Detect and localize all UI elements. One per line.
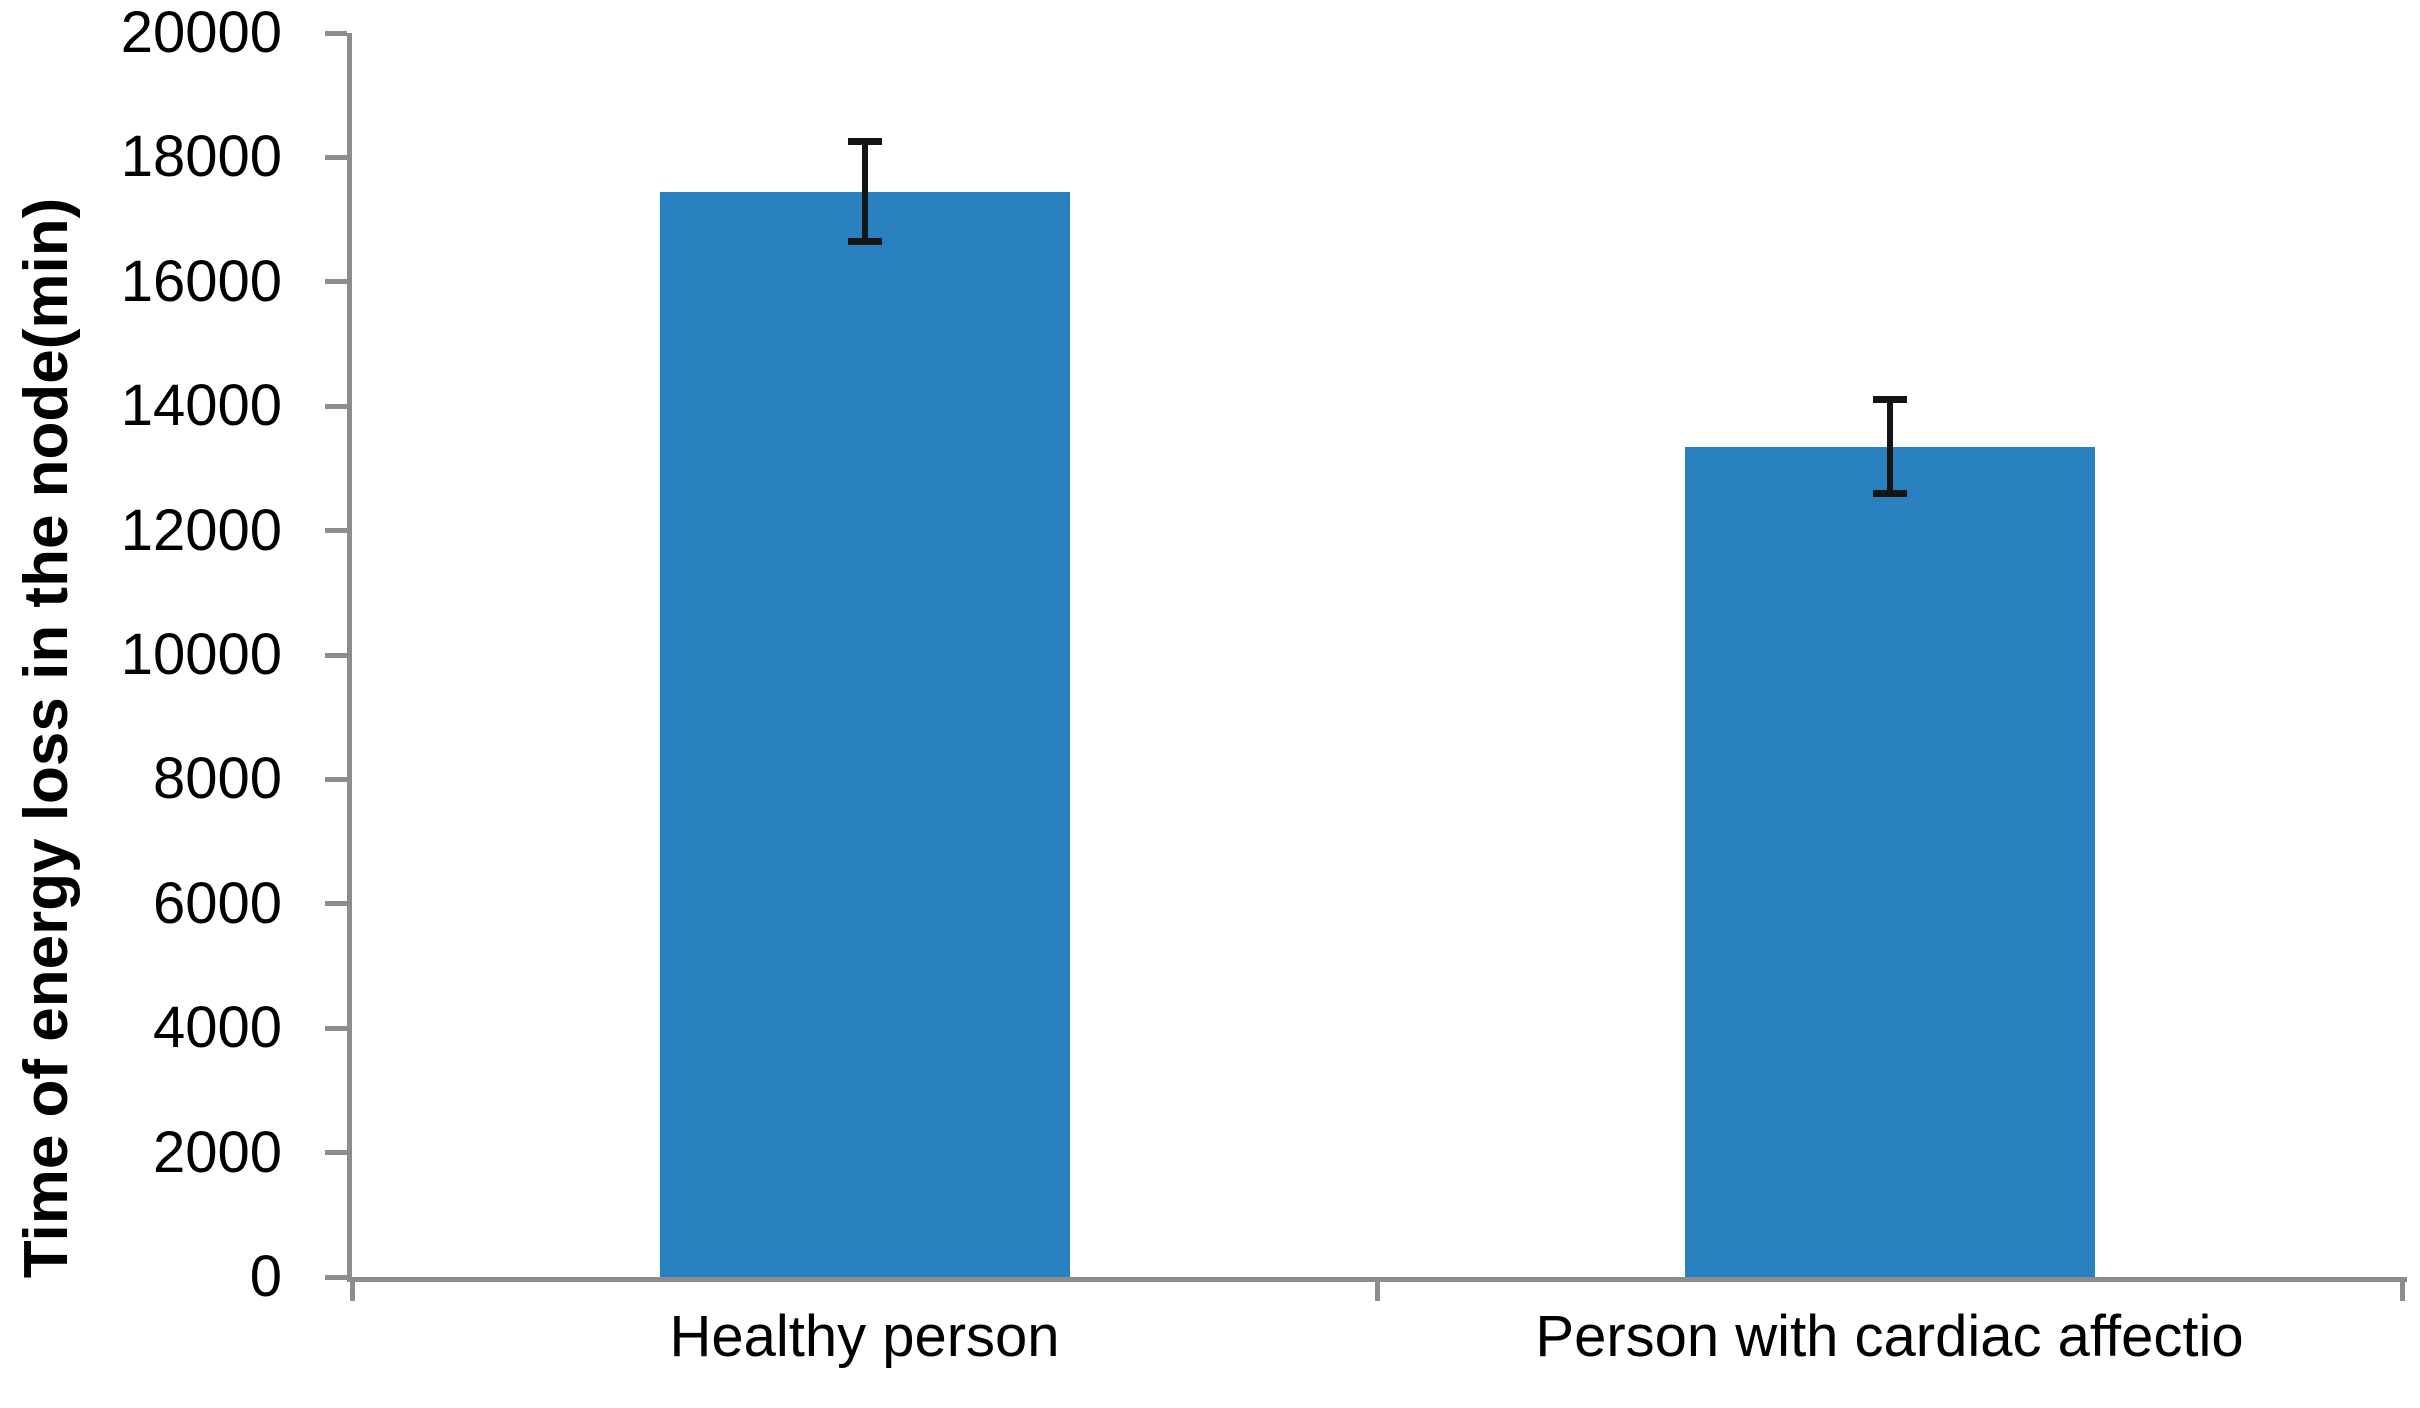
y-axis-line [347, 33, 352, 1282]
y-tick-mark [325, 901, 347, 907]
y-tick-label: 8000 [152, 746, 282, 812]
y-tick-label: 6000 [152, 870, 282, 936]
y-tick-mark [325, 652, 347, 658]
error-bar-cap [847, 138, 882, 146]
bar [1684, 446, 2095, 1277]
y-tick-label: 4000 [152, 995, 282, 1061]
y-tick-mark [325, 403, 347, 409]
error-bar-line [1886, 399, 1893, 494]
y-tick-label: 0 [249, 1244, 282, 1309]
y-tick-label: 12000 [120, 497, 282, 563]
y-tick-label: 2000 [152, 1119, 282, 1185]
x-tick-mark [1374, 1277, 1380, 1301]
error-bar-cap [1872, 396, 1907, 404]
y-tick-label: 20000 [120, 0, 282, 65]
y-tick-mark [325, 776, 347, 782]
error-bar-cap [1872, 489, 1907, 497]
y-tick-label: 16000 [120, 248, 282, 314]
y-tick-mark [325, 1150, 347, 1156]
y-tick-mark [325, 30, 347, 36]
x-tick-mark [349, 1277, 355, 1301]
x-tick-mark [2399, 1277, 2405, 1301]
bar [659, 191, 1070, 1277]
x-category-label: Healthy person [669, 1304, 1060, 1369]
y-tick-mark [325, 1274, 347, 1280]
plot-area: 0 2000 4000 6000 8000 10000 12000 14000 16000 180… [121, 4, 2407, 1306]
y-tick-label: 10000 [120, 622, 282, 687]
error-bar-line [861, 141, 868, 242]
y-tick-mark [325, 279, 347, 285]
y-tick-label: 18000 [120, 124, 282, 190]
y-tick-mark [325, 528, 347, 534]
y-tick-mark [325, 1025, 347, 1031]
y-tick-mark [325, 154, 347, 160]
y-tick-label: 14000 [120, 373, 282, 439]
error-bar-cap [847, 237, 882, 245]
x-category-label: Person with cardiac affectio [1535, 1304, 2244, 1369]
